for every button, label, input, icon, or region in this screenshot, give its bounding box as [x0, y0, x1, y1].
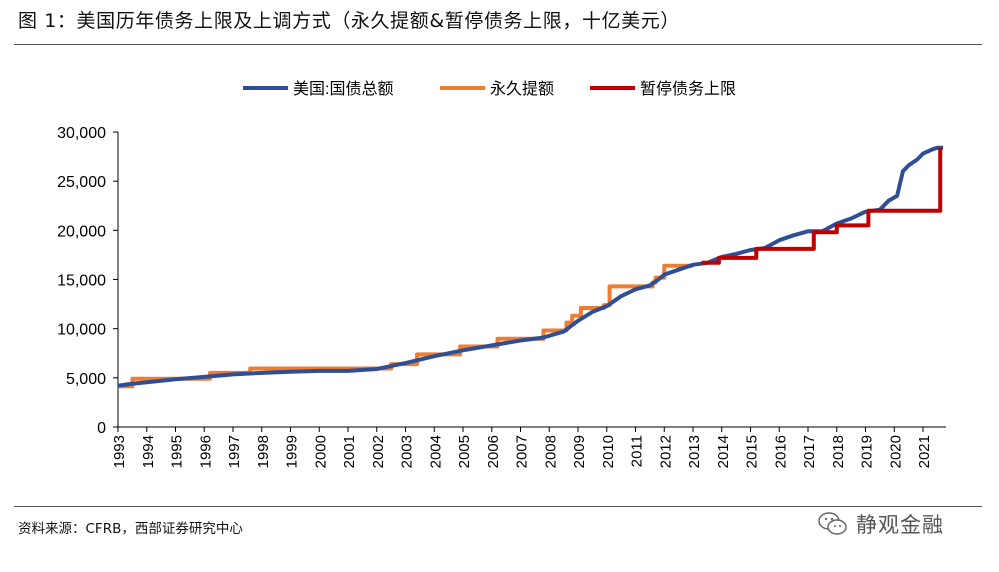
chart: 美国:国债总额 永久提额 暂停债务上限 0 5,000 10,000 15,000 20,0…: [57, 80, 946, 468]
x-tick-label: 2005: [456, 435, 473, 468]
x-tick-label: 2006: [485, 435, 502, 468]
y-tick-label: 20,000: [57, 223, 106, 240]
wechat-bubbles-icon: [818, 512, 847, 535]
legend: 美国:国债总额 永久提额 暂停债务上限: [243, 80, 736, 98]
x-tick-label: 1997: [226, 435, 243, 468]
x-tick-label: 2016: [772, 435, 789, 468]
x-tick-label: 2012: [657, 435, 674, 468]
x-tick-label: 2019: [859, 435, 876, 468]
series-layer: [117, 145, 944, 389]
y-tick-label: 0: [97, 420, 106, 437]
x-tick-label: 1998: [255, 435, 272, 468]
series-line-permanent: [118, 263, 693, 389]
x-tick-label: 2001: [341, 435, 358, 468]
x-tick-label: 2014: [715, 435, 732, 468]
x-tick-label: 2010: [600, 435, 617, 468]
source-note: 资料来源：CFRB，西部证券研究中心: [18, 521, 243, 537]
source-divider: [14, 506, 982, 507]
watermark-text: 静观金融: [856, 513, 944, 537]
x-tick-label: 2009: [571, 435, 588, 468]
series-line-suspend: [701, 147, 943, 265]
axes: 0 5,000 10,000 15,000 20,000 25,000 30,000 1993…: [57, 125, 946, 468]
watermark: 静观金融: [818, 509, 944, 539]
x-tick-label: 1999: [284, 435, 301, 468]
page-title: 图 1：美国历年债务上限及上调方式（永久提额&暂停债务上限，十亿美元）: [18, 10, 680, 32]
legend-label-suspend: 暂停债务上限: [640, 80, 736, 98]
series-line-debt: [117, 145, 944, 388]
y-tick-label: 15,000: [57, 273, 106, 290]
x-tick-label: 2020: [887, 435, 904, 468]
x-tick-label: 2000: [312, 435, 329, 468]
x-tick-label: 2002: [370, 435, 387, 468]
x-tick-label: 2011: [629, 435, 646, 467]
x-tick-label: 2013: [686, 435, 703, 468]
x-tick-label: 2003: [399, 435, 416, 468]
legend-label-debt: 美国:国债总额: [293, 80, 393, 98]
x-tick-label: 2017: [801, 435, 818, 468]
x-tick-label: 2008: [542, 435, 559, 468]
x-tick-label: 2021: [916, 435, 933, 468]
y-tick-label: 25,000: [57, 174, 106, 191]
x-tick-label: 2015: [744, 435, 761, 468]
y-tick-label: 5,000: [66, 371, 106, 388]
legend-label-permanent: 永久提额: [490, 80, 554, 98]
y-tick-label: 30,000: [57, 125, 106, 142]
x-tick-label: 1994: [140, 435, 157, 468]
x-tick-label: 2018: [830, 435, 847, 468]
x-tick-label: 2004: [427, 435, 444, 468]
x-tick-label: 2007: [514, 435, 531, 468]
x-tick-label: 1993: [111, 435, 128, 468]
x-tick-label: 1996: [197, 435, 214, 468]
x-tick-label: 1995: [169, 435, 186, 468]
title-divider: [14, 44, 982, 45]
y-tick-label: 10,000: [57, 322, 106, 339]
